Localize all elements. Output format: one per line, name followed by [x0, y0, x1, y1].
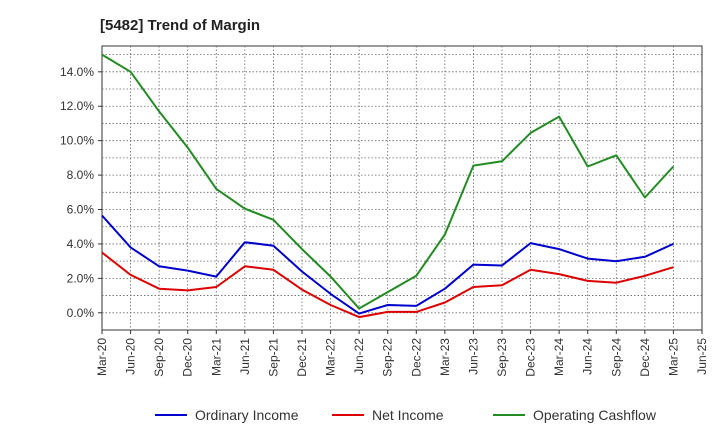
x-tick-label: Mar-22 [324, 338, 338, 376]
x-tick-label: Mar-25 [666, 338, 680, 376]
x-tick-label: Dec-24 [638, 338, 652, 377]
y-tick-label: 14.0% [60, 65, 94, 79]
x-tick-label: Jun-25 [695, 338, 709, 375]
x-tick-label: Jun-22 [352, 338, 366, 375]
chart-title: [5482] Trend of Margin [100, 17, 260, 34]
y-tick-label: 10.0% [60, 134, 94, 148]
x-tick-label: Dec-22 [409, 338, 423, 377]
series-line-ordinary-income [101, 214, 674, 315]
legend-label: Ordinary Income [195, 407, 299, 423]
x-tick-label: Jun-21 [238, 338, 252, 375]
legend-label: Net Income [372, 407, 444, 423]
plot-area: 0.0% 2.0% 4.0% 6.0% 8.0% 10.0% 12.0% 14.0% Mar-2… [60, 45, 709, 377]
x-tick-label: Sep-21 [266, 338, 280, 377]
x-tick-label: Jun-20 [124, 338, 138, 375]
y-tick-label: 0.0% [67, 306, 95, 320]
series-line-net-income [101, 251, 674, 319]
y-tick-label: 6.0% [67, 203, 95, 217]
x-tick-label: Mar-21 [209, 338, 223, 376]
y-tick-label: 2.0% [67, 271, 95, 285]
plot-frame [101, 45, 703, 331]
y-tick-label: 8.0% [67, 168, 95, 182]
x-tick-label: Mar-20 [95, 338, 109, 376]
x-tick-label: Dec-23 [524, 338, 538, 377]
legend: Ordinary Income Net Income Operating Cashf… [155, 407, 657, 423]
x-tick-label: Sep-20 [152, 338, 166, 377]
x-tick-label: Mar-23 [438, 338, 452, 376]
x-tick-label: Sep-23 [495, 338, 509, 377]
x-tick-label: Jun-24 [581, 338, 595, 375]
legend-label: Operating Cashflow [533, 407, 657, 423]
x-tick-label: Dec-20 [181, 338, 195, 377]
y-tick-label: 4.0% [67, 237, 95, 251]
x-tick-label: Jun-23 [466, 338, 480, 375]
series-line-operating-cashflow [101, 53, 675, 310]
x-tick-label: Sep-24 [609, 338, 623, 377]
x-tick-label: Mar-24 [552, 338, 566, 376]
x-tick-label: Sep-22 [381, 338, 395, 377]
y-tick-label: 12.0% [60, 99, 94, 113]
x-tick-label: Dec-21 [295, 338, 309, 377]
